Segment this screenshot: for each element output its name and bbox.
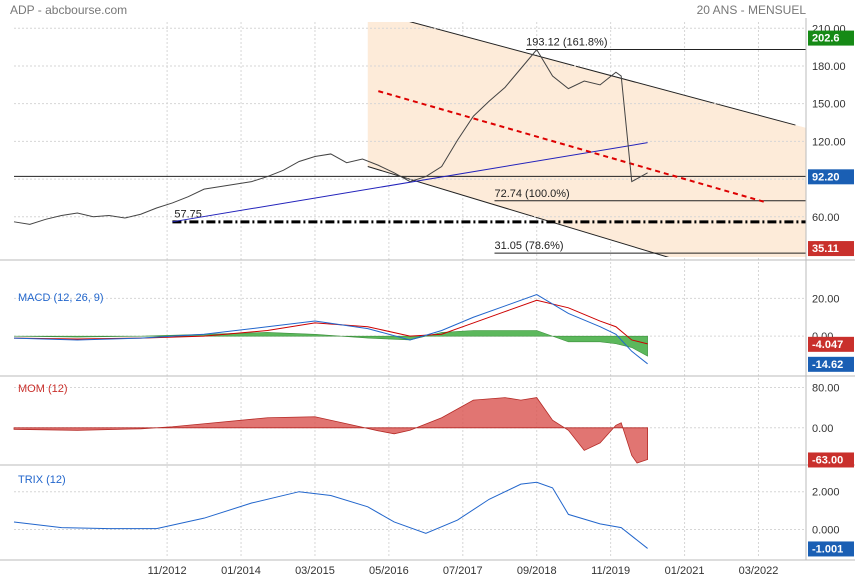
header-left: ADP - abcbourse.com [10, 3, 127, 17]
x-tick-label: 09/2018 [517, 565, 557, 577]
macd-histogram [13, 330, 648, 357]
x-tick-label: 07/2017 [443, 565, 483, 577]
price-clip-group [367, 22, 806, 257]
trix-line [13, 481, 648, 549]
mom-y-tick-label: 80.00 [812, 383, 840, 395]
mom-badge-bg [808, 452, 854, 468]
mom-y-tick-label: 0.00 [812, 423, 833, 435]
macd-badge-bg [808, 356, 854, 372]
macd-badge: -4.047 [812, 339, 843, 351]
blue-trendline [172, 142, 648, 223]
mom-area [13, 397, 648, 464]
trix-y-tick-label: 2.000 [812, 487, 840, 499]
x-tick-label: 03/2022 [739, 565, 779, 577]
mom-panel-title: MOM (12) [18, 383, 68, 395]
x-tick-label: 03/2015 [295, 565, 335, 577]
price-line [13, 48, 648, 225]
fib-level-label: 193.12 (161.8%) [526, 36, 607, 48]
x-tick-label: 11/2012 [148, 565, 187, 577]
price-badge: 202.6 [812, 33, 840, 45]
trix-badge: -1.001 [812, 543, 843, 555]
fib-level-label: 72.74 (100.0%) [494, 188, 569, 200]
fib-level-label: 31.05 (78.6%) [494, 240, 563, 252]
price-y-tick-label: 60.00 [812, 212, 840, 224]
header-right: 20 ANS - MENSUEL [697, 3, 807, 17]
channel-fill [367, 22, 806, 257]
price-y-tick-label: 150.00 [812, 99, 846, 111]
macd-y-tick-label: 20.00 [812, 293, 840, 305]
trix-y-tick-label: 0.000 [812, 525, 840, 537]
x-tick-label: 11/2019 [591, 565, 630, 577]
red-dashed-trendline [378, 90, 765, 203]
price-badge-bg [808, 169, 854, 185]
price-badge: 35.11 [812, 243, 839, 255]
price-badge: 92.20 [812, 171, 840, 183]
price-badge-bg [808, 30, 854, 46]
channel-upper-line [409, 22, 796, 126]
price-badge-bg [808, 241, 854, 257]
x-tick-label: 05/2016 [369, 565, 409, 577]
macd-badge: -14.62 [812, 359, 843, 371]
trix-badge-bg [808, 541, 854, 557]
macd-badge-bg [808, 336, 854, 352]
mom-badge: -63.00 [812, 454, 843, 466]
price-y-tick-label: 120.00 [812, 136, 846, 148]
trix-panel-title: TRIX (12) [18, 474, 66, 486]
price-y-tick-label: 180.00 [812, 61, 846, 73]
macd-signal-line [13, 299, 648, 345]
macd-line [13, 294, 648, 365]
x-tick-label: 01/2021 [665, 565, 705, 577]
x-tick-label: 01/2014 [221, 565, 261, 577]
macd-panel-title: MACD (12, 26, 9) [18, 292, 104, 304]
channel-lower-line [367, 166, 670, 257]
